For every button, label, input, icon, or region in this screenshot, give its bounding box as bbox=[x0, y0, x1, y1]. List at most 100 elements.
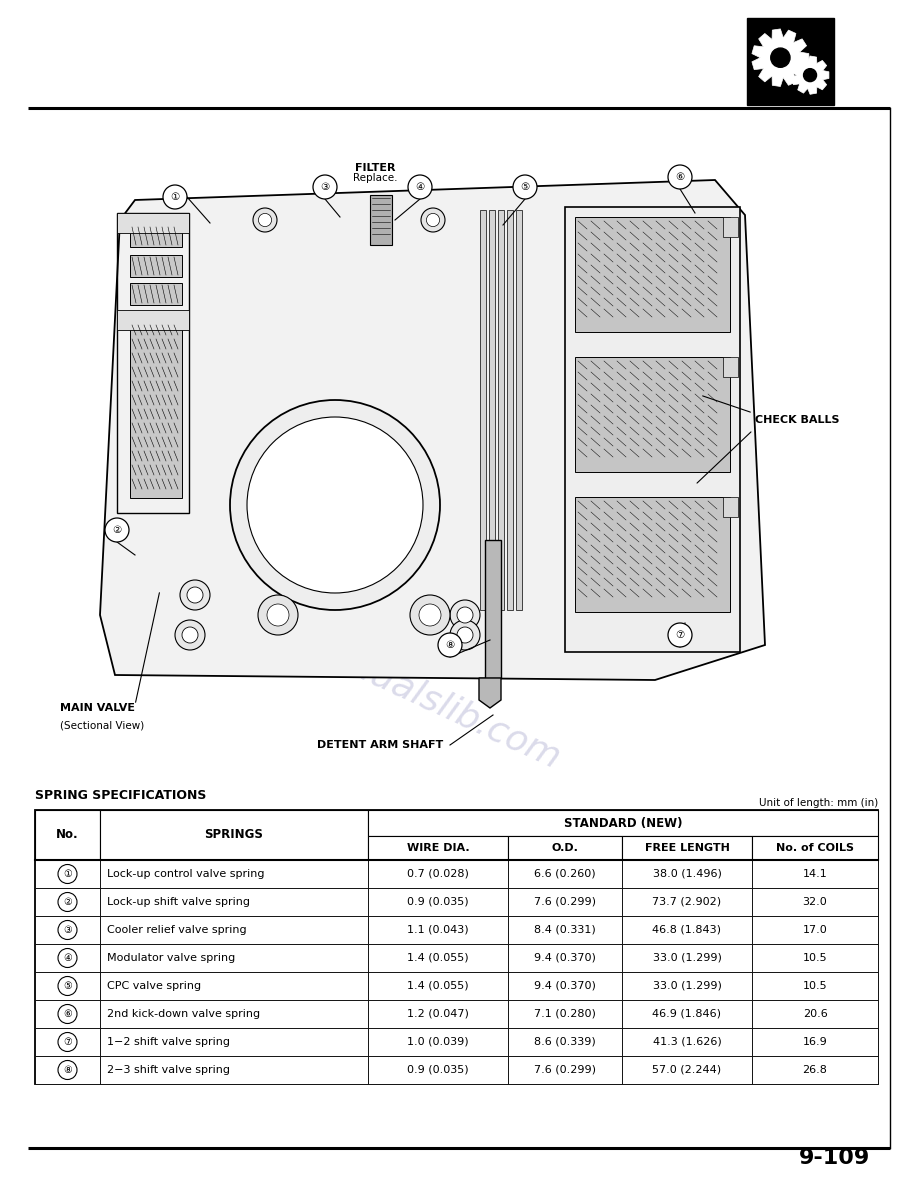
Text: manualslib.com: manualslib.com bbox=[294, 624, 566, 776]
Polygon shape bbox=[752, 29, 809, 87]
Bar bbox=[622, 972, 752, 1000]
Bar bbox=[622, 1056, 752, 1083]
Bar bbox=[35, 972, 100, 1000]
Circle shape bbox=[513, 175, 537, 200]
Bar bbox=[498, 210, 504, 609]
Bar bbox=[622, 944, 752, 972]
Bar bbox=[368, 887, 508, 916]
Text: 20.6: 20.6 bbox=[802, 1009, 827, 1019]
Polygon shape bbox=[100, 181, 765, 680]
Bar bbox=[575, 497, 730, 612]
Circle shape bbox=[668, 165, 692, 189]
Text: (Sectional View): (Sectional View) bbox=[60, 720, 144, 729]
Circle shape bbox=[438, 633, 462, 657]
Bar bbox=[752, 836, 878, 860]
Text: 26.8: 26.8 bbox=[802, 1064, 827, 1075]
Bar bbox=[480, 210, 486, 609]
Text: 0.9 (0.035): 0.9 (0.035) bbox=[408, 1064, 469, 1075]
Text: ③: ③ bbox=[63, 925, 72, 935]
Bar bbox=[100, 887, 368, 916]
Text: 32.0: 32.0 bbox=[802, 897, 827, 906]
Text: 17.0: 17.0 bbox=[802, 925, 827, 935]
Bar bbox=[575, 217, 730, 331]
Bar bbox=[35, 810, 100, 860]
Bar bbox=[35, 860, 100, 887]
Text: 1.2 (0.047): 1.2 (0.047) bbox=[407, 1009, 469, 1019]
Text: 1.0 (0.039): 1.0 (0.039) bbox=[408, 1037, 469, 1047]
Bar bbox=[368, 1056, 508, 1083]
Bar bbox=[575, 358, 730, 472]
Bar bbox=[508, 1056, 622, 1083]
Bar bbox=[117, 310, 189, 330]
Text: 9.4 (0.370): 9.4 (0.370) bbox=[534, 981, 596, 991]
Bar bbox=[752, 860, 878, 887]
Bar bbox=[622, 1028, 752, 1056]
Bar bbox=[622, 1000, 752, 1028]
Text: ③: ③ bbox=[320, 182, 330, 192]
Circle shape bbox=[267, 604, 289, 626]
Bar bbox=[622, 860, 752, 887]
Text: Lock-up control valve spring: Lock-up control valve spring bbox=[107, 868, 264, 879]
Bar bbox=[117, 213, 189, 513]
Text: 33.0 (1.299): 33.0 (1.299) bbox=[653, 953, 722, 963]
Circle shape bbox=[58, 948, 77, 967]
Text: 1−2 shift valve spring: 1−2 shift valve spring bbox=[107, 1037, 230, 1047]
Text: SPRINGS: SPRINGS bbox=[205, 828, 263, 841]
Bar bbox=[100, 860, 368, 887]
Bar bbox=[35, 1000, 100, 1028]
Text: ④: ④ bbox=[63, 953, 72, 963]
Text: Unit of length: mm (in): Unit of length: mm (in) bbox=[759, 798, 878, 808]
Bar bbox=[100, 972, 368, 1000]
Text: 1.1 (0.043): 1.1 (0.043) bbox=[408, 925, 469, 935]
Text: 41.3 (1.626): 41.3 (1.626) bbox=[653, 1037, 722, 1047]
Bar bbox=[516, 210, 522, 609]
Bar bbox=[35, 887, 100, 916]
Circle shape bbox=[450, 600, 480, 630]
Text: 6.6 (0.260): 6.6 (0.260) bbox=[534, 868, 596, 879]
Text: 8.6 (0.339): 8.6 (0.339) bbox=[534, 1037, 596, 1047]
Text: Modulator valve spring: Modulator valve spring bbox=[107, 953, 235, 963]
Text: FREE LENGTH: FREE LENGTH bbox=[644, 843, 730, 853]
Circle shape bbox=[410, 595, 450, 636]
Polygon shape bbox=[791, 56, 829, 94]
Bar bbox=[622, 887, 752, 916]
Circle shape bbox=[58, 921, 77, 940]
Text: 7.6 (0.299): 7.6 (0.299) bbox=[534, 897, 596, 906]
Polygon shape bbox=[479, 678, 501, 708]
Circle shape bbox=[258, 214, 272, 227]
Bar bbox=[752, 1000, 878, 1028]
Circle shape bbox=[58, 892, 77, 911]
Bar bbox=[100, 1056, 368, 1083]
Text: 38.0 (1.496): 38.0 (1.496) bbox=[653, 868, 722, 879]
Bar bbox=[35, 916, 100, 944]
Bar bbox=[723, 217, 738, 236]
Text: No. of COILS: No. of COILS bbox=[776, 843, 854, 853]
Text: 0.7 (0.028): 0.7 (0.028) bbox=[407, 868, 469, 879]
Bar bbox=[100, 916, 368, 944]
Text: 46.8 (1.843): 46.8 (1.843) bbox=[653, 925, 722, 935]
Text: 1.4 (0.055): 1.4 (0.055) bbox=[408, 953, 469, 963]
Bar bbox=[368, 810, 878, 836]
Text: O.D.: O.D. bbox=[552, 843, 578, 853]
Bar bbox=[508, 836, 622, 860]
Circle shape bbox=[58, 1032, 77, 1051]
Text: FILTER: FILTER bbox=[354, 163, 396, 173]
Text: 33.0 (1.299): 33.0 (1.299) bbox=[653, 981, 722, 991]
Bar bbox=[752, 887, 878, 916]
Text: 46.9 (1.846): 46.9 (1.846) bbox=[653, 1009, 722, 1019]
Text: Cooler relief valve spring: Cooler relief valve spring bbox=[107, 925, 247, 935]
Circle shape bbox=[450, 620, 480, 650]
Bar bbox=[35, 944, 100, 972]
Circle shape bbox=[803, 69, 816, 82]
Text: Lock-up shift valve spring: Lock-up shift valve spring bbox=[107, 897, 250, 906]
Circle shape bbox=[187, 587, 203, 604]
Text: ⑦: ⑦ bbox=[676, 630, 685, 640]
Circle shape bbox=[182, 627, 198, 643]
Text: 7.6 (0.299): 7.6 (0.299) bbox=[534, 1064, 596, 1075]
Circle shape bbox=[58, 865, 77, 884]
Bar bbox=[35, 1028, 100, 1056]
Bar bbox=[368, 860, 508, 887]
Text: 10.5: 10.5 bbox=[802, 953, 827, 963]
Text: ②: ② bbox=[63, 897, 72, 906]
Bar bbox=[508, 1000, 622, 1028]
